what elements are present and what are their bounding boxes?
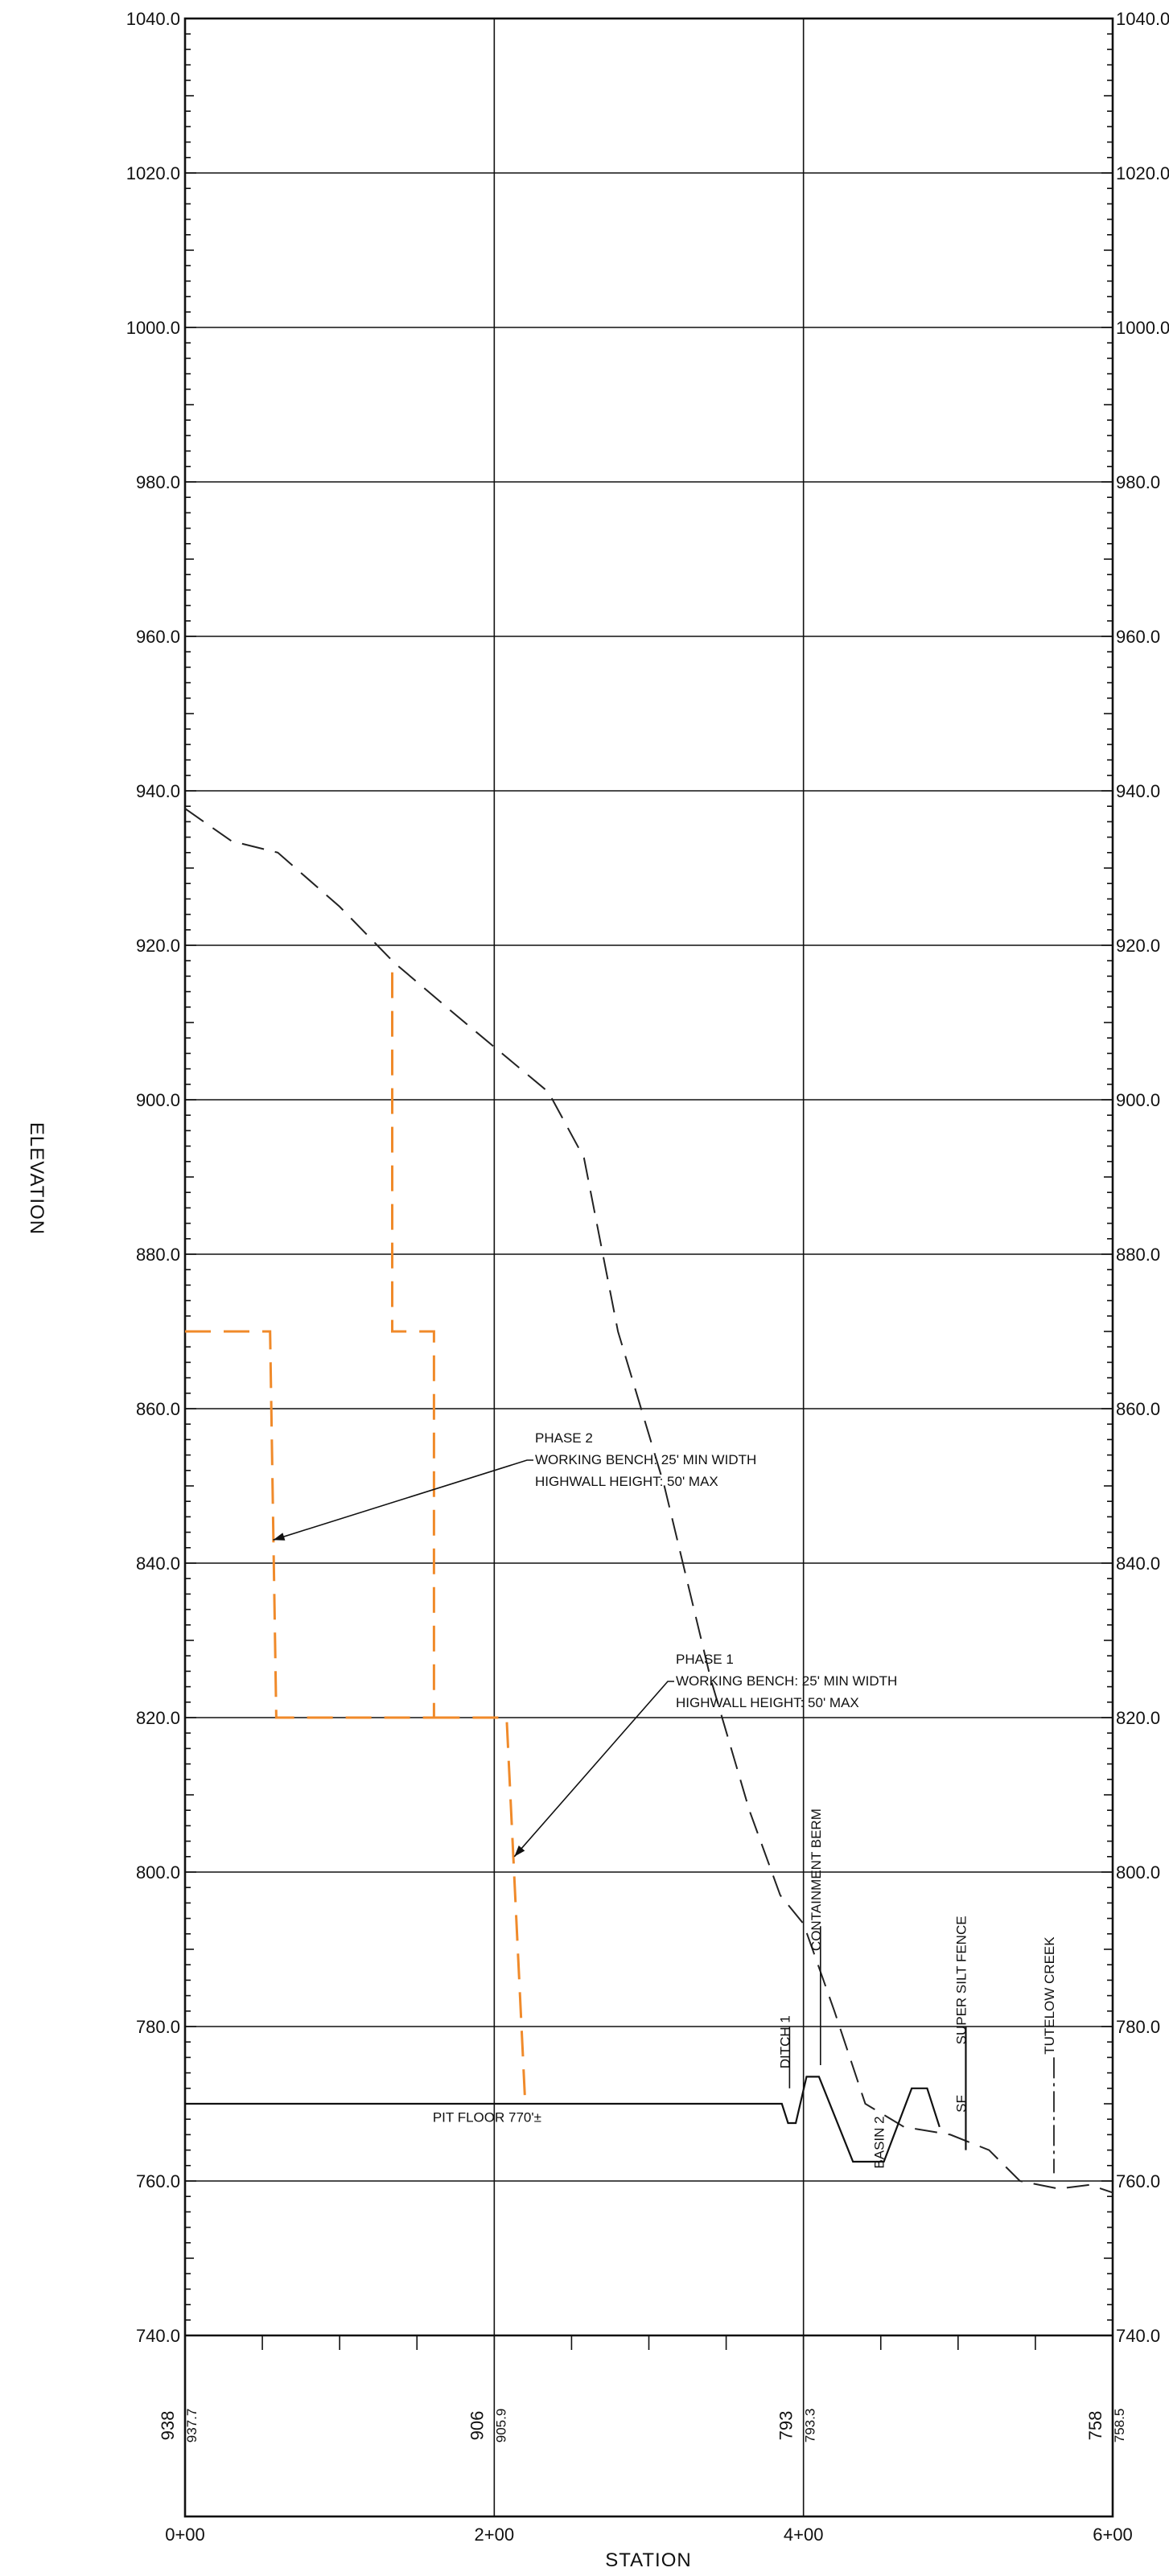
elevation-tick-label-left: 780.0 — [136, 2017, 180, 2037]
label-pit-floor-770: PIT FLOOR 770'± — [433, 2109, 541, 2125]
elevation-tick-label-right: 780.0 — [1116, 2017, 1160, 2037]
elevation-tick-label-right: 920.0 — [1116, 936, 1160, 956]
y-axis-title: ELEVATION — [26, 1122, 47, 1235]
elevation-tick-label-left: 740.0 — [136, 2326, 180, 2346]
station-tick-label: 0+00 — [165, 2525, 205, 2545]
proposed-elevation-label: 905.9 — [493, 2409, 508, 2443]
elevation-tick-label-left: 960.0 — [136, 627, 180, 647]
elevation-tick-label-right: 1000.0 — [1116, 318, 1169, 338]
station-tick-label: 4+00 — [784, 2525, 824, 2545]
proposed-elevation-label: 758.5 — [1112, 2409, 1127, 2443]
label-basin-2: BASIN 2 — [872, 2116, 887, 2168]
elevation-tick-label-right: 740.0 — [1116, 2326, 1160, 2346]
proposed-elevation-label: 793.3 — [803, 2409, 818, 2443]
elevation-tick-label-right: 940.0 — [1116, 781, 1160, 801]
label-containment-berm: CONTAINMENT BERM — [809, 1809, 824, 1951]
elevation-tick-label-right: 960.0 — [1116, 627, 1160, 647]
series-existing-ground — [184, 808, 1113, 2194]
proposed-elevation-label: 937.7 — [184, 2409, 200, 2443]
elevation-tick-label-left: 800.0 — [136, 1862, 180, 1883]
elevation-tick-label-right: 1040.0 — [1116, 9, 1169, 29]
station-tick-label: 6+00 — [1093, 2525, 1133, 2545]
callout-phase-1-line: WORKING BENCH: 25' MIN WIDTH — [676, 1673, 897, 1689]
label-ditch-1: DITCH 1 — [777, 2015, 792, 2068]
elevation-tick-label-left: 980.0 — [136, 472, 180, 492]
elevation-tick-label-right: 860.0 — [1116, 1399, 1160, 1419]
annotation-layer: PIT FLOOR 770'± DITCH 1 CONTAINMENT BERM BA… — [273, 1430, 1057, 2174]
grid-layer: 740.0 740.0 760.0 760.0 780.0 780.0 800.0 800.0… — [126, 9, 1169, 2545]
elevation-tick-label-left: 860.0 — [136, 1399, 180, 1419]
existing-elevation-label: 793 — [776, 2411, 796, 2441]
existing-elevation-label: 906 — [467, 2411, 487, 2441]
existing-elevation-label: 938 — [158, 2411, 178, 2441]
label-sf: SF — [953, 2095, 969, 2113]
elevation-tick-label-right: 820.0 — [1116, 1708, 1160, 1728]
elevation-tick-label-right: 840.0 — [1116, 1553, 1160, 1574]
elevation-tick-label-right: 900.0 — [1116, 1090, 1160, 1110]
existing-elevation-label: 758 — [1085, 2411, 1105, 2441]
callout-phase-2-line: PHASE 2 — [535, 1430, 593, 1446]
station-tick-label: 2+00 — [475, 2525, 515, 2545]
elevation-tick-label-left: 820.0 — [136, 1708, 180, 1728]
callout-leader — [513, 1681, 674, 1858]
elevation-tick-label-right: 980.0 — [1116, 472, 1160, 492]
series-phase-2-profile — [185, 961, 435, 1719]
elevation-tick-label-right: 760.0 — [1116, 2171, 1160, 2191]
elevation-tick-label-left: 760.0 — [136, 2171, 180, 2191]
elevation-tick-label-right: 800.0 — [1116, 1862, 1160, 1883]
callout-arrowhead — [514, 1845, 525, 1857]
callout-arrowhead — [273, 1533, 286, 1541]
elevation-tick-label-left: 880.0 — [136, 1245, 180, 1265]
elevation-tick-label-left: 1040.0 — [126, 9, 180, 29]
label-super-silt-fence: SUPER SILT FENCE — [953, 1916, 969, 2044]
elevation-tick-label-left: 840.0 — [136, 1553, 180, 1574]
callout-phase-2-line: HIGHWALL HEIGHT: 50' MAX — [535, 1474, 718, 1489]
series-pit-floor-and-ditches — [185, 2076, 941, 2163]
elevation-tick-label-left: 900.0 — [136, 1090, 180, 1110]
series-phase-1-profile — [434, 1716, 527, 2105]
elevation-tick-label-left: 1000.0 — [126, 318, 180, 338]
elevation-tick-label-left: 940.0 — [136, 781, 180, 801]
callout-leader — [273, 1459, 533, 1541]
elevation-tick-label-right: 1020.0 — [1116, 163, 1169, 183]
elevation-tick-label-left: 1020.0 — [126, 163, 180, 183]
label-tutelow-creek: TUTELOW CREEK — [1042, 1936, 1057, 2055]
callout-phase-1-line: HIGHWALL HEIGHT: 50' MAX — [676, 1695, 859, 1710]
elevation-tick-label-left: 920.0 — [136, 936, 180, 956]
callout-phase-2-line: WORKING BENCH: 25' MIN WIDTH — [535, 1452, 756, 1467]
x-axis-title: STATION — [605, 2549, 691, 2571]
callout-phase-1-line: PHASE 1 — [676, 1652, 734, 1667]
series-layer — [184, 808, 1113, 2194]
drawing-frame — [183, 17, 1114, 2518]
elevation-tick-label-right: 880.0 — [1116, 1245, 1160, 1265]
